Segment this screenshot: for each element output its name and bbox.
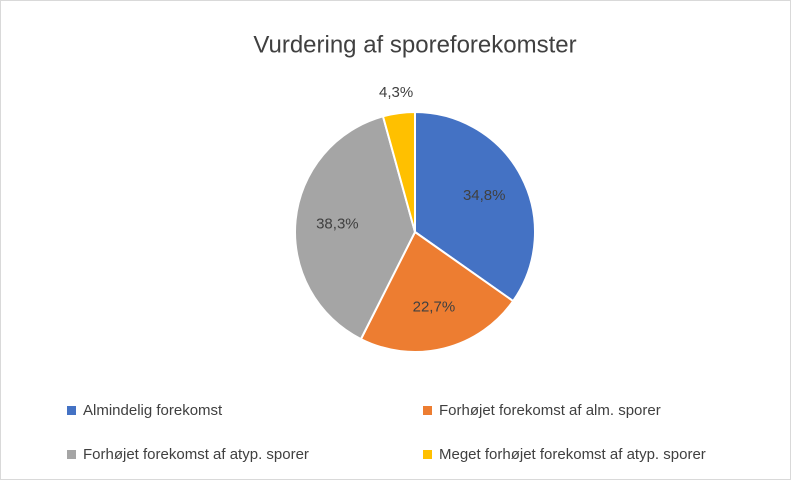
data-label: 34,8%: [463, 187, 506, 204]
legend-label: Forhøjet forekomst af alm. sporer: [439, 402, 661, 419]
legend-swatch: [67, 450, 76, 459]
legend-swatch: [423, 450, 432, 459]
legend-label: Almindelig forekomst: [83, 402, 223, 419]
pie-slice: [294, 115, 417, 341]
legend-swatch: [67, 406, 76, 415]
pie-slice: [381, 110, 416, 233]
data-label: 22,7%: [413, 299, 456, 316]
data-label: 4,3%: [379, 84, 413, 101]
pie-slice: [359, 230, 515, 353]
pie-slice: [414, 110, 536, 303]
legend-label: Meget forhøjet forekomst af atyp. sporer: [439, 446, 706, 463]
legend-label: Forhøjet forekomst af atyp. sporer: [83, 446, 309, 463]
chart-title: Vurdering af sporeforekomster: [253, 31, 576, 58]
data-label: 38,3%: [316, 215, 359, 232]
legend-swatch: [423, 406, 432, 415]
